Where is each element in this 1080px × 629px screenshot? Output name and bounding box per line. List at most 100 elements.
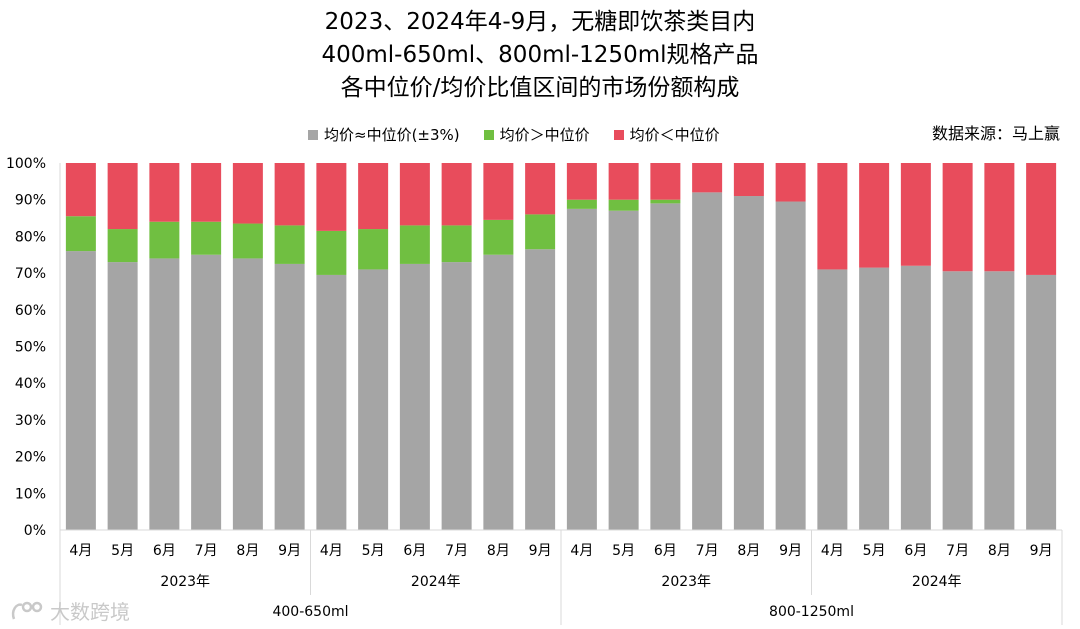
bar-segment-less xyxy=(483,163,514,220)
bar-segment-equal xyxy=(566,208,597,530)
x-tick-label-month: 4月 xyxy=(320,543,343,559)
y-tick-label: 30% xyxy=(15,413,46,429)
bar-segment-greater xyxy=(191,221,222,255)
bar-segment-less xyxy=(733,163,764,197)
bar-segment-equal xyxy=(984,271,1015,530)
bar-segment-less xyxy=(692,163,723,193)
bar-segment-less xyxy=(608,163,639,200)
bar-segment-greater xyxy=(107,229,138,263)
bar-segment-less xyxy=(65,163,96,217)
bar-segment-equal xyxy=(274,263,305,530)
bar-segment-greater xyxy=(608,199,639,211)
x-group-label-year: 2023年 xyxy=(160,574,210,590)
y-tick-label: 10% xyxy=(15,486,46,502)
bar-segment-equal xyxy=(316,274,347,530)
bar-segment-less xyxy=(775,163,806,202)
x-group-label-year: 2023年 xyxy=(661,574,711,590)
x-tick-label-month: 8月 xyxy=(236,543,259,559)
bar-segment-greater xyxy=(316,230,347,275)
bar-segment-greater xyxy=(399,225,430,264)
bar-segment-less xyxy=(900,163,931,266)
x-tick-label-month: 7月 xyxy=(445,543,468,559)
bar-segment-equal xyxy=(817,269,848,530)
bar-segment-equal xyxy=(232,258,263,530)
y-tick-label: 40% xyxy=(15,376,46,392)
bar-segment-less xyxy=(859,163,890,268)
x-tick-label-month: 9月 xyxy=(278,543,301,559)
legend-swatch-green xyxy=(483,129,494,140)
bar-segment-greater xyxy=(441,225,472,263)
bar-segment-greater xyxy=(232,223,263,259)
title-line-2: 400ml-650ml、800ml-1250ml规格产品 xyxy=(321,42,759,68)
y-tick-label: 90% xyxy=(15,193,46,209)
legend-swatch-red xyxy=(613,129,624,140)
bar-segment-equal xyxy=(859,267,890,530)
legend: 均价≈中位价(±3%) 均价＞中位价 均价＜中位价 xyxy=(308,124,720,145)
bar-segment-equal xyxy=(692,192,723,531)
bar-segment-greater xyxy=(65,216,96,252)
y-tick-label: 0% xyxy=(24,523,46,539)
bar-segment-equal xyxy=(107,262,138,530)
x-tick-label-month: 5月 xyxy=(111,543,134,559)
x-tick-label-month: 7月 xyxy=(946,543,969,559)
bar-segment-equal xyxy=(900,265,931,530)
x-tick-label-month: 5月 xyxy=(863,543,886,559)
bar-segment-greater xyxy=(149,221,180,259)
bar-segment-equal xyxy=(733,196,764,530)
legend-label-less: 均价＜中位价 xyxy=(629,126,720,144)
bar-segment-equal xyxy=(65,251,96,530)
bar-segment-less xyxy=(525,163,556,215)
x-tick-label-month: 6月 xyxy=(904,543,927,559)
bar-segment-less xyxy=(316,163,347,231)
bar-segment-less xyxy=(399,163,430,226)
watermark-text: 大数跨境 xyxy=(50,600,130,624)
legend-item-equal: 均价≈中位价(±3%) xyxy=(308,124,460,145)
x-group-label-year: 2024年 xyxy=(912,574,962,590)
bar-segment-equal xyxy=(399,263,430,530)
x-group-label-size: 400-650ml xyxy=(272,604,348,620)
bar-segment-less xyxy=(942,163,973,272)
bar-segment-less xyxy=(984,163,1015,272)
bar-segment-greater xyxy=(525,214,556,250)
x-tick-label-month: 8月 xyxy=(988,543,1011,559)
y-tick-label: 60% xyxy=(15,303,46,319)
bar-segment-less xyxy=(1026,163,1057,275)
bar-segment-equal xyxy=(608,210,639,530)
bar-segment-equal xyxy=(525,249,556,530)
chart-title: 2023、2024年4-9月，无糖即饮茶类目内 400ml-650ml、800m… xyxy=(0,6,1080,105)
bar-segment-equal xyxy=(441,262,472,530)
x-tick-label-month: 8月 xyxy=(737,543,760,559)
bar-segment-less xyxy=(191,163,222,222)
x-tick-label-month: 6月 xyxy=(403,543,426,559)
bar-segment-equal xyxy=(149,258,180,530)
bar-segment-greater xyxy=(483,219,514,255)
title-line-1: 2023、2024年4-9月，无糖即饮茶类目内 xyxy=(324,9,756,35)
bar-segment-less xyxy=(358,163,389,230)
source-note: 数据来源：马上赢 xyxy=(931,124,1060,143)
y-tick-label: 100% xyxy=(6,156,46,172)
x-tick-label-month: 5月 xyxy=(612,543,635,559)
x-group-label-size: 800-1250ml xyxy=(769,604,854,620)
legend-swatch-gray xyxy=(308,129,318,140)
bar-segment-less xyxy=(817,163,848,270)
x-tick-label-month: 9月 xyxy=(779,543,802,559)
x-tick-label-month: 7月 xyxy=(696,543,719,559)
bar-segment-less xyxy=(107,163,138,230)
bar-segment-equal xyxy=(1026,274,1057,530)
x-tick-label-month: 4月 xyxy=(821,543,844,559)
bar-segment-less xyxy=(274,163,305,226)
watermark: 大数跨境 xyxy=(10,596,130,625)
bar-segment-equal xyxy=(358,269,389,530)
y-tick-label: 80% xyxy=(15,229,46,245)
bar-segment-less xyxy=(232,163,263,224)
bar-segment-less xyxy=(566,163,597,200)
x-group-label-year: 2024年 xyxy=(411,574,461,590)
bar-segment-less xyxy=(149,163,180,222)
bar-segment-less xyxy=(650,163,681,200)
bar-segment-equal xyxy=(775,201,806,530)
x-tick-label-month: 7月 xyxy=(195,543,218,559)
y-tick-label: 50% xyxy=(15,340,46,356)
x-tick-label-month: 4月 xyxy=(69,543,92,559)
bar-segment-equal xyxy=(483,254,514,530)
